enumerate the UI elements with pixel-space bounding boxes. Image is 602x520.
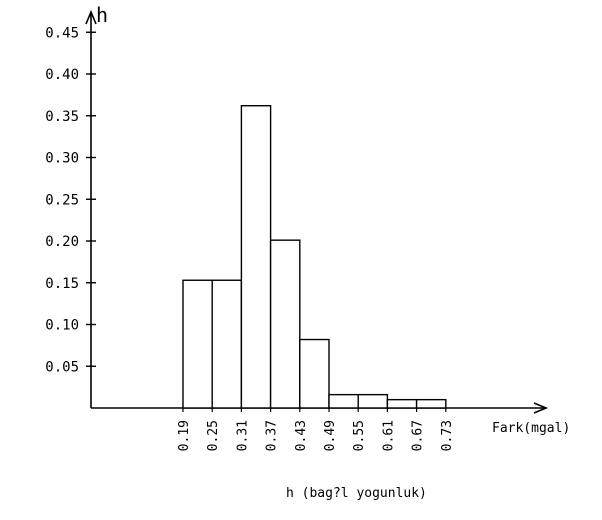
- histogram-bar: [299, 338, 330, 409]
- histogram-bar: [415, 398, 447, 409]
- histogram-bar: [386, 398, 418, 409]
- x-tick-label: 0.61: [381, 420, 396, 451]
- y-tick-label: 0.05: [45, 359, 79, 375]
- y-tick-label: 0.10: [45, 318, 79, 334]
- x-ticks: 0.19 0.25 0.31 0.37 0.43 0.49 0.55 0.61 0.67 0.73: [177, 404, 455, 451]
- y-tick-label: 0.30: [45, 151, 79, 167]
- y-tick-label: 0.15: [45, 276, 79, 292]
- x-tick-label: 0.73: [440, 420, 455, 451]
- histogram-bar: [211, 279, 243, 409]
- x-tick-label: 0.67: [411, 420, 426, 451]
- x-tick-label: 0.55: [352, 420, 367, 451]
- y-tick-label: 0.25: [45, 192, 79, 208]
- x-tick-label: 0.43: [294, 420, 309, 451]
- y-ticks: 0.05 0.10 0.15 0.20 0.25 0.30 0.35 0.40 0.45: [45, 25, 96, 375]
- x-tick-label: 0.25: [206, 420, 221, 451]
- y-axis-label: h: [96, 3, 108, 27]
- x-tick-label: 0.37: [265, 420, 280, 451]
- y-axis-arrowhead: [85, 9, 97, 25]
- x-tick-label: 0.31: [235, 420, 250, 451]
- x-tick-label: 0.49: [323, 420, 338, 451]
- histogram-bar: [182, 279, 213, 409]
- y-tick-label: 0.40: [45, 67, 79, 83]
- x-axis-arrowhead: [533, 402, 549, 414]
- histogram-bar: [269, 239, 301, 409]
- histogram-bar: [357, 393, 389, 409]
- x-tick-label: 0.19: [177, 420, 192, 451]
- chart-caption: h (bag?l yogunluk): [286, 486, 427, 501]
- y-tick-label: 0.20: [45, 234, 79, 250]
- histogram-bar: [328, 393, 359, 409]
- y-tick-label: 0.45: [45, 25, 79, 41]
- y-tick-label: 0.35: [45, 109, 79, 125]
- x-axis-label: Fark(mgal): [492, 421, 570, 436]
- bars: [182, 105, 447, 409]
- histogram-bar: [240, 105, 272, 409]
